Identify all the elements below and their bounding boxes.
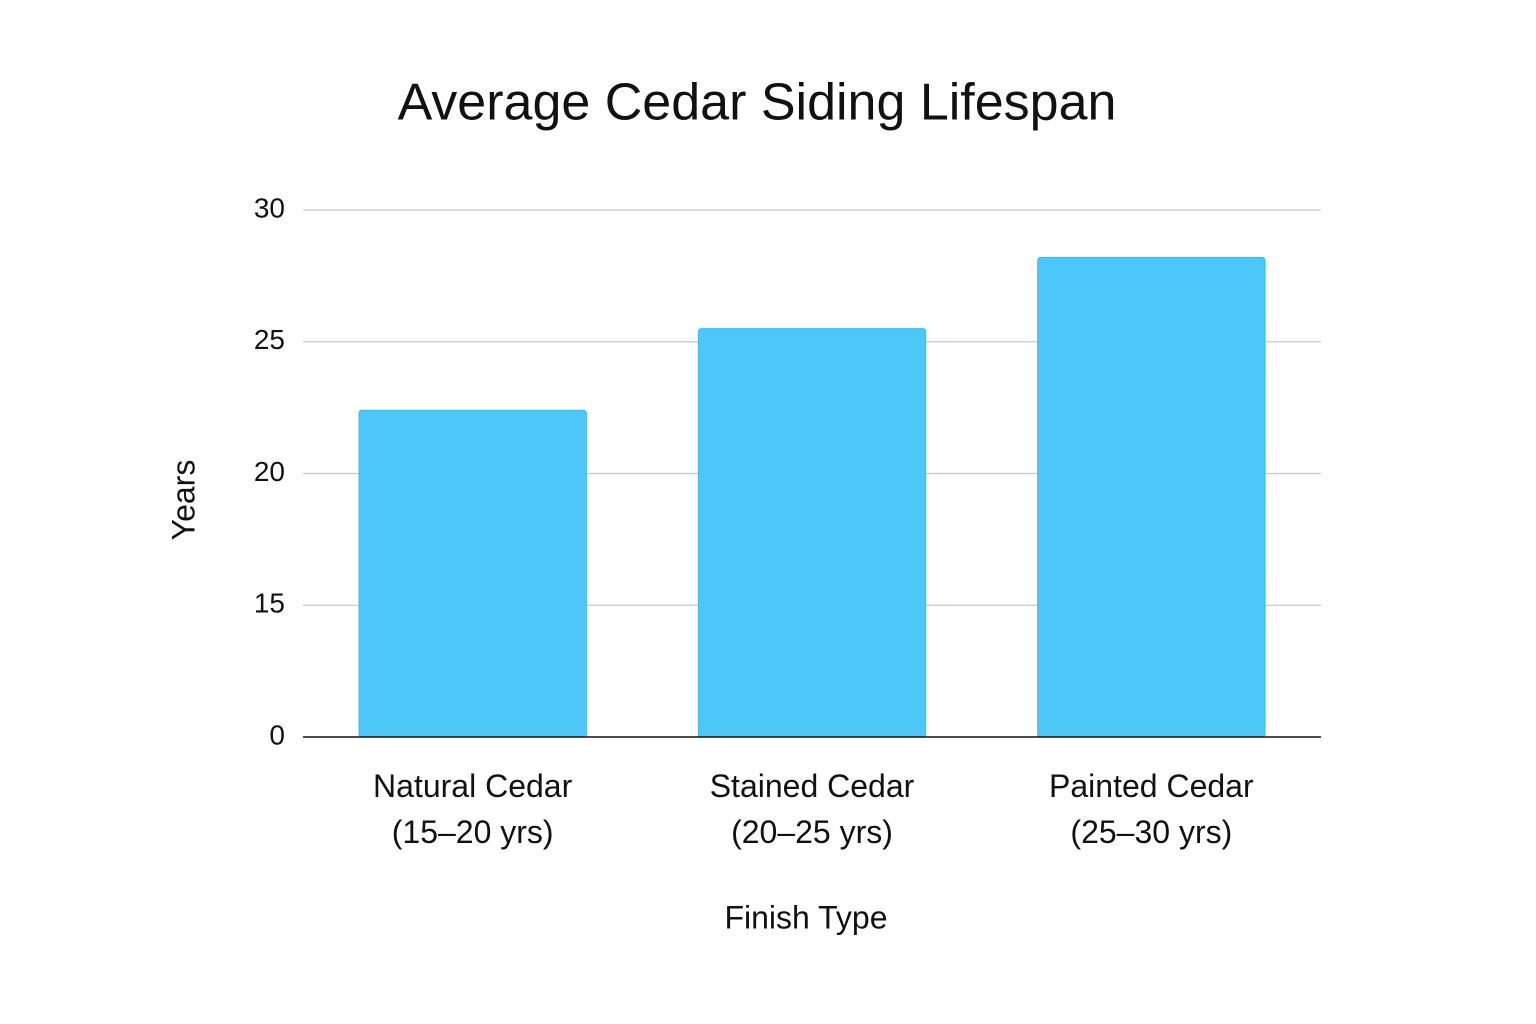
chart-title: Average Cedar Siding Lifespan — [398, 74, 1117, 132]
x-tick-label: Stained Cedar (20–25 yrs) — [709, 768, 915, 850]
y-tick-label: 20 — [254, 456, 285, 487]
bar — [358, 409, 587, 738]
x-tick-label: Natural Cedar (15–20 yrs) — [373, 768, 573, 850]
y-tick-label: 30 — [254, 192, 285, 223]
bar — [1037, 256, 1266, 738]
y-tick-label: 25 — [254, 324, 285, 355]
x-tick-label: Painted Cedar (25–30 yrs) — [1049, 768, 1254, 850]
y-axis-label: Years — [165, 460, 201, 541]
bar — [697, 328, 927, 738]
x-axis-label: Finish Type — [724, 899, 887, 935]
y-tick-label: 0 — [269, 719, 285, 750]
y-tick-label: 15 — [254, 588, 285, 619]
